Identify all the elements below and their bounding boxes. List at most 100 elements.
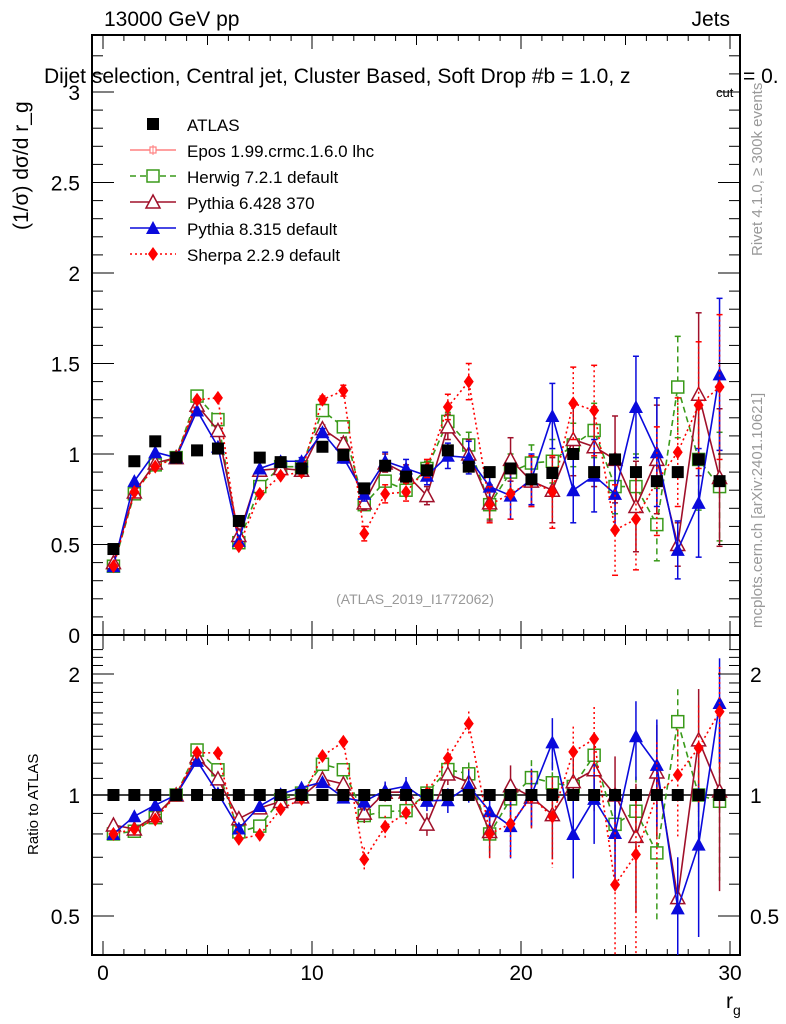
data-point <box>358 482 371 495</box>
ratio-point <box>628 729 643 743</box>
data-point <box>609 453 622 466</box>
ratio-point <box>420 789 433 801</box>
y-axis-label: (1/σ) dσ/d r_g <box>10 101 33 230</box>
data-point <box>608 486 623 500</box>
data-point <box>649 445 664 459</box>
data-point <box>566 483 581 497</box>
ratio-line-pythia <box>112 702 721 909</box>
ratio-point <box>252 799 267 813</box>
data-point <box>252 461 267 475</box>
series-sherpa <box>108 313 725 577</box>
ratio-tick-label-right: 2 <box>750 664 762 687</box>
ratio-point <box>128 789 141 801</box>
x-tick-label: 10 <box>300 962 323 985</box>
ratio-point <box>253 789 266 801</box>
data-point <box>628 399 643 413</box>
ratio-point <box>441 789 454 801</box>
ratio-point <box>315 775 330 789</box>
data-point <box>212 390 223 405</box>
ratio-point <box>231 821 246 835</box>
ratio-point <box>692 789 705 801</box>
data-point <box>546 467 559 480</box>
y-tick-label: 1 <box>68 444 80 467</box>
ratio-point <box>192 745 203 760</box>
data-point <box>629 466 642 479</box>
ratio-point <box>630 847 641 862</box>
x-tick-label: 0 <box>97 962 109 985</box>
data-point <box>670 542 685 556</box>
plot-subtitle-tail: = 0. <box>743 65 779 88</box>
analysis-id-watermark: (ATLAS_2019_I1772062) <box>336 591 494 607</box>
ratio-point <box>566 826 581 840</box>
data-point <box>355 494 373 510</box>
data-point <box>338 383 349 398</box>
ratio-point <box>525 789 538 801</box>
ratio-point <box>274 789 287 801</box>
ratio-point <box>462 789 475 801</box>
data-point <box>630 512 641 527</box>
data-point <box>650 475 663 488</box>
ratio-point <box>439 765 457 781</box>
ratio-point <box>547 809 558 824</box>
ratio-point <box>568 744 579 759</box>
ratio-line-pythia <box>113 736 721 898</box>
ratio-point <box>108 826 119 841</box>
legend-label: ATLAS <box>187 116 240 135</box>
legend-label: Epos 1.99.crmc.1.6.0 lhc <box>187 142 375 161</box>
ratio-series-sherpa <box>108 666 725 955</box>
legend-marker <box>146 169 160 183</box>
y-tick-label: 2 <box>68 263 80 286</box>
data-point <box>380 486 391 501</box>
legend-label: Herwig 7.2.1 default <box>187 168 338 187</box>
ratio-point <box>275 802 286 817</box>
ratio-point <box>127 809 142 823</box>
ratio-point <box>418 815 436 831</box>
ratio-point <box>650 789 663 801</box>
ratio-tick-label: 1 <box>68 785 80 808</box>
ratio-point <box>399 779 414 793</box>
data-point <box>484 497 495 512</box>
data-point <box>129 485 140 500</box>
legend-label: Sherpa 2.2.9 default <box>187 246 340 265</box>
legend-item-pythia: Pythia 6.428 370 <box>130 193 315 213</box>
data-point <box>418 487 436 503</box>
ratio-point <box>610 877 621 892</box>
ratio-plot-marks <box>105 658 728 955</box>
ratio-point <box>400 789 413 801</box>
ratio-tick-label: 0.5 <box>51 906 80 929</box>
data-point <box>150 459 161 474</box>
legend-item-sherpa: Sherpa 2.2.9 default <box>130 246 340 265</box>
data-point <box>439 418 457 434</box>
ratio-tick-label-right: 0.5 <box>750 906 779 929</box>
ratio-point <box>463 716 474 731</box>
ratio-line-herwig <box>113 721 720 856</box>
data-point <box>714 380 725 395</box>
ratio-point <box>671 714 685 729</box>
data-point <box>233 539 244 554</box>
data-point <box>254 486 265 501</box>
ratio-point <box>504 789 517 801</box>
legend-marker <box>148 247 158 261</box>
data-point <box>401 485 412 500</box>
legend-item-epos: Epos 1.99.crmc.1.6.0 lhc <box>130 142 375 161</box>
data-point <box>274 456 287 469</box>
x-tick-label: 30 <box>718 962 741 985</box>
ratio-series-herwig <box>106 689 727 923</box>
ratio-point <box>442 751 453 766</box>
ratio-tick-label-right: 1 <box>750 785 762 808</box>
ratio-point <box>380 819 391 834</box>
data-point <box>692 453 705 466</box>
ratio-point <box>148 798 163 812</box>
data-point <box>627 497 645 514</box>
data-point <box>713 475 726 488</box>
ratio-point <box>232 789 245 801</box>
ratio-point <box>649 757 664 771</box>
data-point <box>505 486 516 501</box>
data-point <box>461 450 476 464</box>
ratio-point <box>564 772 582 789</box>
data-point <box>442 399 453 414</box>
data-point <box>588 466 601 479</box>
legend-marker <box>144 193 162 209</box>
data-point <box>712 367 727 381</box>
